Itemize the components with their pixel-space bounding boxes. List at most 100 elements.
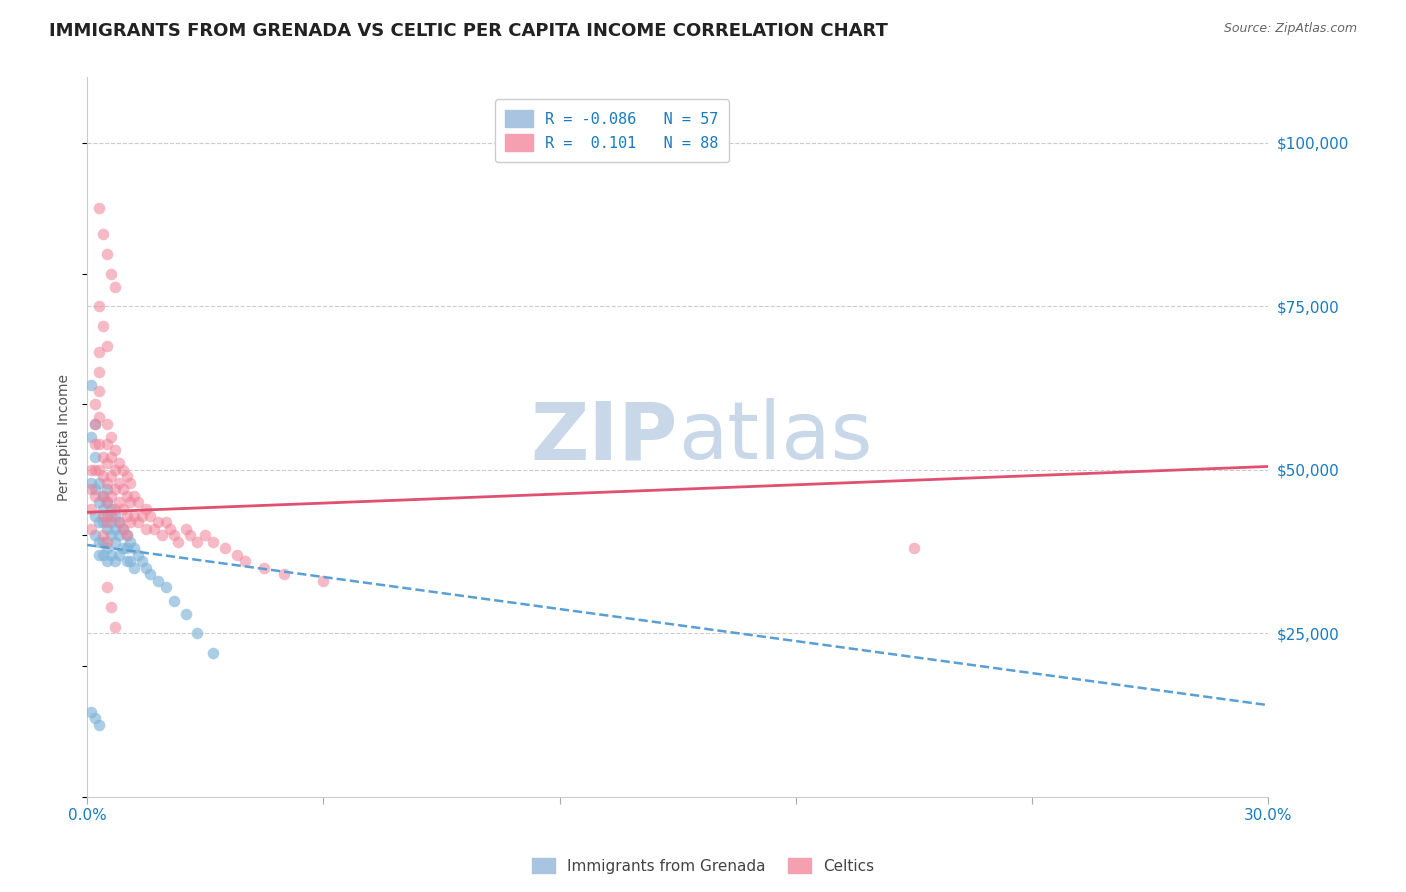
Point	[91, 450, 114, 464]
Point	[96, 338, 118, 352]
Point	[91, 508, 114, 523]
Point	[127, 515, 149, 529]
Point	[96, 495, 118, 509]
Point	[96, 475, 118, 490]
Point	[120, 534, 142, 549]
Point	[111, 463, 134, 477]
Point	[91, 515, 114, 529]
Point	[139, 508, 162, 523]
Point	[107, 495, 129, 509]
Point	[84, 436, 107, 450]
Point	[120, 495, 142, 509]
Point	[186, 534, 208, 549]
Point	[87, 410, 110, 425]
Point	[135, 561, 157, 575]
Point	[87, 515, 110, 529]
Point	[100, 489, 122, 503]
Point	[111, 502, 134, 516]
Point	[107, 456, 129, 470]
Point	[91, 318, 114, 333]
Point	[163, 593, 186, 607]
Point	[253, 561, 276, 575]
Text: atlas: atlas	[678, 398, 872, 476]
Point	[91, 489, 114, 503]
Legend: Immigrants from Grenada, Celtics: Immigrants from Grenada, Celtics	[526, 852, 880, 880]
Point	[104, 508, 127, 523]
Text: ZIP: ZIP	[530, 398, 678, 476]
Point	[107, 515, 129, 529]
Point	[84, 711, 107, 725]
Point	[100, 267, 122, 281]
Point	[96, 554, 118, 568]
Point	[80, 705, 103, 719]
Point	[104, 620, 127, 634]
Point	[104, 463, 127, 477]
Y-axis label: Per Capita Income: Per Capita Income	[58, 374, 72, 500]
Point	[186, 626, 208, 640]
Point	[903, 541, 925, 556]
Point	[96, 534, 118, 549]
Point	[159, 522, 181, 536]
Point	[127, 548, 149, 562]
Point	[174, 522, 197, 536]
Point	[96, 515, 118, 529]
Point	[104, 483, 127, 497]
Point	[120, 475, 142, 490]
Point	[91, 227, 114, 242]
Point	[84, 483, 107, 497]
Point	[115, 508, 138, 523]
Point	[96, 495, 118, 509]
Point	[115, 489, 138, 503]
Point	[96, 456, 118, 470]
Point	[225, 548, 247, 562]
Point	[96, 522, 118, 536]
Point	[80, 483, 103, 497]
Point	[84, 417, 107, 431]
Text: IMMIGRANTS FROM GRENADA VS CELTIC PER CAPITA INCOME CORRELATION CHART: IMMIGRANTS FROM GRENADA VS CELTIC PER CA…	[49, 22, 889, 40]
Point	[120, 515, 142, 529]
Point	[124, 489, 146, 503]
Point	[91, 469, 114, 483]
Point	[146, 574, 169, 588]
Point	[96, 247, 118, 261]
Point	[80, 463, 103, 477]
Point	[115, 528, 138, 542]
Point	[100, 528, 122, 542]
Point	[100, 548, 122, 562]
Point	[87, 345, 110, 359]
Point	[80, 377, 103, 392]
Point	[107, 475, 129, 490]
Point	[120, 554, 142, 568]
Point	[96, 541, 118, 556]
Point	[124, 541, 146, 556]
Point	[80, 522, 103, 536]
Point	[202, 534, 225, 549]
Point	[124, 561, 146, 575]
Point	[107, 528, 129, 542]
Point	[80, 502, 103, 516]
Point	[115, 528, 138, 542]
Point	[84, 463, 107, 477]
Point	[96, 508, 118, 523]
Point	[91, 548, 114, 562]
Point	[80, 475, 103, 490]
Point	[87, 365, 110, 379]
Point	[87, 201, 110, 215]
Point	[87, 534, 110, 549]
Point	[91, 489, 114, 503]
Point	[273, 567, 295, 582]
Point	[104, 502, 127, 516]
Point	[100, 450, 122, 464]
Point	[115, 469, 138, 483]
Point	[87, 384, 110, 399]
Point	[100, 508, 122, 523]
Point	[84, 397, 107, 411]
Point	[150, 528, 173, 542]
Point	[104, 522, 127, 536]
Point	[111, 522, 134, 536]
Point	[146, 515, 169, 529]
Point	[87, 299, 110, 313]
Point	[87, 475, 110, 490]
Point	[87, 436, 110, 450]
Point	[104, 279, 127, 293]
